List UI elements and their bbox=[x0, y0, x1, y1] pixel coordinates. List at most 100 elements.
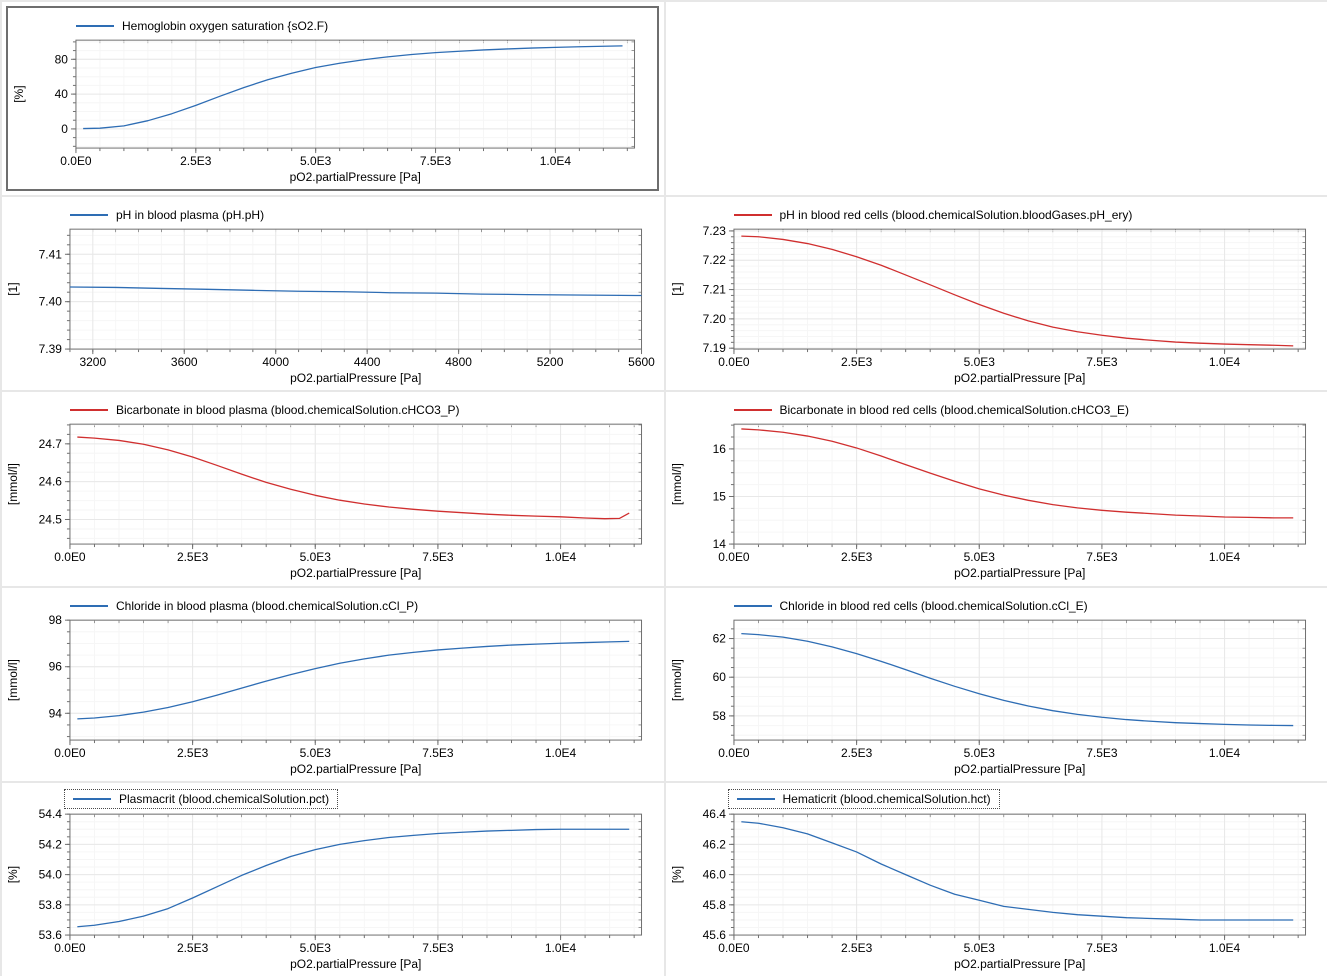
empty-plot-cell bbox=[665, 2, 1327, 196]
legend[interactable]: pH in blood plasma (pH.pH) bbox=[70, 206, 264, 224]
chart-hematocrit[interactable]: Hematicrit (blood.chemicalSolution.hct) … bbox=[665, 782, 1327, 976]
chart-plasmacrit[interactable]: Plasmacrit (blood.chemicalSolution.pct) … bbox=[2, 782, 664, 976]
tick-label: 0 bbox=[61, 122, 68, 136]
x-axis-title: pO2.partialPressure [Pa] bbox=[290, 566, 421, 580]
plot-frame bbox=[732, 813, 1306, 936]
y-axis-unit: [mmol/l] bbox=[6, 659, 20, 701]
tick-label: 5200 bbox=[537, 355, 564, 369]
tick-label: 98 bbox=[49, 615, 63, 627]
tick-label: 46.2 bbox=[702, 837, 726, 851]
plot-slot: Hemoglobin oxygen saturation {sO2.F) 0.0… bbox=[2, 2, 664, 196]
tick-label: 24.6 bbox=[39, 475, 63, 489]
plot-frame bbox=[732, 228, 1306, 350]
tick-label: 0.0E0 bbox=[718, 550, 750, 564]
plot-canvas[interactable]: 0.0E0 2.5E3 5.0E3 7.5E3 1.0E4 14 15 16 pO2.parti… bbox=[666, 419, 1327, 585]
plot-canvas[interactable]: 0.0E0 2.5E3 5.0E3 7.5E3 1.0E4 7.19 7.20 7.21 7.2… bbox=[666, 224, 1327, 390]
legend-label: Hematicrit (blood.chemicalSolution.hct) bbox=[782, 791, 991, 806]
plot-slot: Chloride in blood red cells (blood.chemi… bbox=[665, 587, 1327, 781]
x-axis-title: pO2.partialPressure [Pa] bbox=[290, 170, 421, 184]
plot-slot: Bicarbonate in blood plasma (blood.chemi… bbox=[2, 392, 664, 586]
tick-label: 60 bbox=[712, 670, 726, 684]
chart-hco3-plasma[interactable]: Bicarbonate in blood plasma (blood.chemi… bbox=[2, 392, 664, 586]
plot-canvas[interactable]: 0.0E0 2.5E3 5.0E3 7.5E3 1.0E4 45.6 45.8 46.0 46.… bbox=[666, 809, 1327, 976]
legend[interactable]: Bicarbonate in blood plasma (blood.chemi… bbox=[70, 401, 460, 419]
tick-label: 2.5E3 bbox=[840, 355, 872, 369]
legend[interactable]: Chloride in blood plasma (blood.chemical… bbox=[70, 597, 418, 615]
tick-label: 45.6 bbox=[702, 928, 726, 942]
tick-label: 2.5E3 bbox=[177, 941, 209, 955]
tick-label: 3600 bbox=[171, 355, 198, 369]
chart-ph-plasma[interactable]: pH in blood plasma (pH.pH) 3200 3600 4000 4… bbox=[2, 197, 664, 391]
tick-label: 0.0E0 bbox=[60, 154, 92, 168]
tick-label: 7.39 bbox=[39, 342, 63, 356]
tick-label: 1.0E4 bbox=[545, 746, 577, 760]
tick-label: 5.0E3 bbox=[963, 746, 995, 760]
x-axis-title: pO2.partialPressure [Pa] bbox=[954, 371, 1085, 385]
plot-slot: pH in blood plasma (pH.pH) 3200 3600 4000 4… bbox=[2, 197, 664, 391]
chart-hco3-ery[interactable]: Bicarbonate in blood red cells (blood.ch… bbox=[665, 392, 1327, 586]
y-axis-unit: [mmol/l] bbox=[6, 464, 20, 506]
plot-canvas[interactable]: 3200 3600 4000 4400 4800 5200 5600 7.39 7.40 7.41… bbox=[2, 224, 664, 390]
plot-frame bbox=[69, 619, 643, 741]
legend[interactable]: Chloride in blood red cells (blood.chemi… bbox=[733, 597, 1088, 615]
tick-label: 15 bbox=[712, 490, 726, 504]
legend-label: pH in blood red cells (blood.chemicalSol… bbox=[779, 208, 1133, 223]
tick-label: 54.4 bbox=[39, 809, 63, 821]
y-axis-unit: [%] bbox=[6, 866, 20, 883]
plot-canvas[interactable]: 0.0E0 2.5E3 5.0E3 7.5E3 1.0E4 0 40 80 pO2.partia… bbox=[8, 35, 657, 189]
chart-hemoglobin-so2[interactable]: Hemoglobin oxygen saturation {sO2.F) 0.0… bbox=[6, 6, 659, 192]
series-line bbox=[83, 45, 623, 130]
tick-label: 7.19 bbox=[702, 341, 726, 355]
tick-label: 7.21 bbox=[702, 283, 726, 297]
tick-label: 5.0E3 bbox=[963, 355, 995, 369]
series-line bbox=[740, 428, 1293, 519]
tick-label: 45.8 bbox=[702, 898, 726, 912]
tick-label: 46.0 bbox=[702, 867, 726, 881]
plot-frame bbox=[69, 813, 643, 936]
legend[interactable]: Hemoglobin oxygen saturation {sO2.F) bbox=[76, 17, 328, 35]
plot-canvas[interactable]: 0.0E0 2.5E3 5.0E3 7.5E3 1.0E4 53.6 53.8 54.0 54.… bbox=[2, 809, 664, 976]
tick-label: 1.0E4 bbox=[540, 154, 572, 168]
chart-ph-ery[interactable]: pH in blood red cells (blood.chemicalSol… bbox=[665, 197, 1327, 391]
tick-label: 14 bbox=[712, 537, 726, 551]
tick-label: 2.5E3 bbox=[840, 941, 872, 955]
legend[interactable]: pH in blood red cells (blood.chemicalSol… bbox=[733, 206, 1133, 224]
tick-label: 7.5E3 bbox=[422, 941, 454, 955]
plot-slot: Bicarbonate in blood red cells (blood.ch… bbox=[665, 392, 1327, 586]
plot-slot: Chloride in blood plasma (blood.chemical… bbox=[2, 587, 664, 781]
legend-line-swatch bbox=[733, 214, 772, 217]
tick-label: 7.23 bbox=[702, 224, 726, 238]
chart-cl-plasma[interactable]: Chloride in blood plasma (blood.chemical… bbox=[2, 587, 664, 781]
plot-slot: pH in blood red cells (blood.chemicalSol… bbox=[665, 197, 1327, 391]
y-axis-unit: [1] bbox=[6, 283, 20, 296]
y-axis-unit: [1] bbox=[669, 283, 683, 296]
tick-label: 1.0E4 bbox=[545, 550, 577, 564]
plot-canvas[interactable]: 0.0E0 2.5E3 5.0E3 7.5E3 1.0E4 24.5 24.6 24.7 pO2… bbox=[2, 419, 664, 585]
y-axis-unit: [%] bbox=[12, 85, 26, 102]
legend[interactable]: Plasmacrit (blood.chemicalSolution.pct) bbox=[64, 788, 339, 809]
tick-label: 0.0E0 bbox=[718, 746, 750, 760]
tick-label: 24.5 bbox=[39, 513, 63, 527]
legend-label: Bicarbonate in blood plasma (blood.chemi… bbox=[116, 403, 460, 418]
legend[interactable]: Bicarbonate in blood red cells (blood.ch… bbox=[733, 401, 1129, 419]
tick-label: 7.5E3 bbox=[420, 154, 452, 168]
chart-cl-ery[interactable]: Chloride in blood red cells (blood.chemi… bbox=[665, 587, 1327, 781]
plot-canvas[interactable]: 0.0E0 2.5E3 5.0E3 7.5E3 1.0E4 94 96 98 pO2.parti… bbox=[2, 615, 664, 781]
plot-frame bbox=[732, 424, 1306, 545]
legend-line-swatch bbox=[70, 214, 108, 217]
tick-label: 62 bbox=[712, 631, 726, 645]
legend-line-swatch bbox=[76, 25, 114, 27]
tick-label: 2.5E3 bbox=[177, 746, 209, 760]
tick-label: 2.5E3 bbox=[180, 154, 212, 168]
plot-canvas[interactable]: 0.0E0 2.5E3 5.0E3 7.5E3 1.0E4 58 60 62 pO2.parti… bbox=[666, 615, 1327, 781]
tick-label: 7.5E3 bbox=[1086, 746, 1118, 760]
legend-label: Plasmacrit (blood.chemicalSolution.pct) bbox=[119, 791, 330, 806]
tick-label: 7.20 bbox=[702, 312, 726, 326]
legend[interactable]: Hematicrit (blood.chemicalSolution.hct) bbox=[727, 788, 1000, 809]
tick-label: 4000 bbox=[262, 355, 289, 369]
tick-label: 5.0E3 bbox=[300, 154, 332, 168]
legend-label: Hemoglobin oxygen saturation {sO2.F) bbox=[122, 19, 329, 33]
tick-label: 0.0E0 bbox=[54, 941, 86, 955]
tick-label: 7.22 bbox=[702, 253, 726, 267]
plot-frame bbox=[732, 619, 1306, 741]
